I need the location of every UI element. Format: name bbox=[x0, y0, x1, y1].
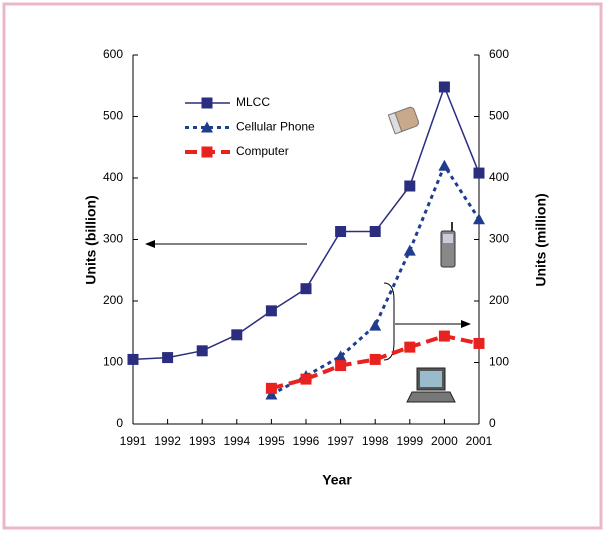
y-tick-label: 600 bbox=[103, 47, 123, 61]
x-tick-label: 1993 bbox=[189, 434, 216, 448]
y2-tick-label: 300 bbox=[489, 232, 509, 246]
x-axis-label: Year bbox=[322, 472, 352, 488]
x-tick-label: 2000 bbox=[431, 434, 458, 448]
legend-label: Computer bbox=[236, 144, 289, 158]
y2-tick-label: 600 bbox=[489, 47, 509, 61]
marker bbox=[335, 360, 346, 371]
x-tick-label: 1994 bbox=[223, 434, 250, 448]
marker bbox=[370, 226, 381, 237]
x-tick-label: 1998 bbox=[362, 434, 389, 448]
x-tick-label: 1999 bbox=[396, 434, 423, 448]
legend-label: Cellular Phone bbox=[236, 120, 315, 134]
x-tick-label: 1997 bbox=[327, 434, 354, 448]
marker bbox=[266, 383, 277, 394]
x-tick-label: 1996 bbox=[293, 434, 320, 448]
y2-tick-label: 0 bbox=[489, 416, 496, 430]
x-tick-label: 2001 bbox=[466, 434, 493, 448]
y2-tick-label: 500 bbox=[489, 109, 509, 123]
marker bbox=[128, 354, 139, 365]
marker bbox=[231, 329, 242, 340]
y-tick-label: 400 bbox=[103, 170, 123, 184]
y-tick-label: 300 bbox=[103, 232, 123, 246]
marker bbox=[162, 352, 173, 363]
marker bbox=[404, 342, 415, 353]
y-tick-label: 200 bbox=[103, 293, 123, 307]
marker bbox=[474, 338, 485, 349]
y-axis-label: Units (billion) bbox=[83, 195, 99, 284]
y-tick-label: 0 bbox=[116, 416, 123, 430]
y2-axis-label: Units (million) bbox=[533, 193, 549, 286]
chart: Year Units (billion) Units (million) 0 10… bbox=[0, 0, 605, 532]
y-tick-label: 100 bbox=[103, 355, 123, 369]
marker bbox=[370, 354, 381, 365]
marker bbox=[439, 81, 450, 92]
marker bbox=[202, 98, 213, 109]
y2-tick-label: 100 bbox=[489, 355, 509, 369]
y2-tick-label: 200 bbox=[489, 293, 509, 307]
marker bbox=[266, 305, 277, 316]
marker bbox=[404, 180, 415, 191]
x-tick-label: 1991 bbox=[120, 434, 147, 448]
y2-tick-label: 400 bbox=[489, 170, 509, 184]
y-tick-label: 500 bbox=[103, 109, 123, 123]
x-tick-label: 1992 bbox=[154, 434, 181, 448]
marker bbox=[197, 345, 208, 356]
marker bbox=[202, 147, 213, 158]
marker bbox=[474, 168, 485, 179]
legend-label: MLCC bbox=[236, 95, 270, 109]
marker bbox=[301, 283, 312, 294]
marker bbox=[301, 374, 312, 385]
x-tick-label: 1995 bbox=[258, 434, 285, 448]
marker bbox=[439, 331, 450, 342]
marker bbox=[335, 226, 346, 237]
